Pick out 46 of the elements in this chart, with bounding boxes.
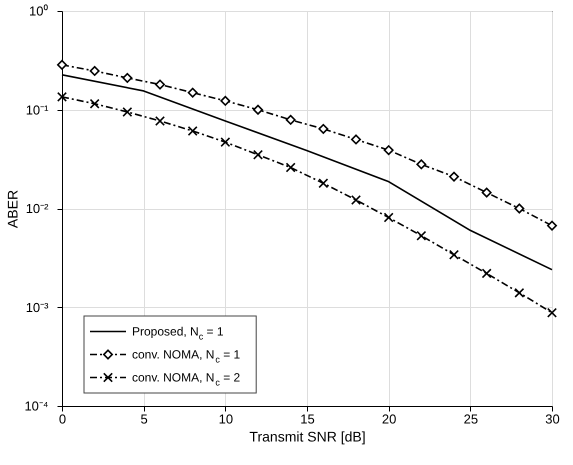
point	[57, 60, 67, 70]
point	[416, 230, 426, 241]
x-tick-label: 0	[58, 412, 66, 426]
x-axis-title: Transmit SNR [dB]	[249, 428, 366, 444]
point	[318, 178, 328, 188]
point	[416, 159, 426, 170]
x-tick-label: 30	[545, 412, 560, 426]
point	[155, 116, 165, 126]
point	[318, 124, 328, 134]
point	[188, 126, 198, 136]
y-tick-label: 10⁻⁴	[24, 398, 48, 414]
x-tick-label: 15	[300, 412, 315, 426]
y-axis-title: ABER	[4, 190, 20, 228]
point	[90, 66, 100, 76]
point	[122, 106, 132, 117]
y-tick-label: 10⁻³	[26, 300, 50, 315]
point	[286, 162, 296, 173]
point	[220, 137, 230, 148]
point	[188, 88, 198, 98]
point	[220, 96, 230, 106]
point	[514, 288, 524, 298]
point	[482, 188, 492, 198]
point	[122, 72, 132, 83]
point	[90, 98, 100, 109]
point	[384, 212, 394, 223]
point	[155, 80, 165, 90]
y-tick-label: 10⁰	[29, 4, 48, 18]
x-tick-label: 20	[382, 412, 396, 426]
point	[286, 114, 296, 125]
point	[351, 194, 361, 205]
x-tick-label: 10	[218, 412, 234, 426]
x-tick-label: 25	[464, 412, 478, 426]
point	[253, 104, 263, 115]
point	[57, 92, 67, 102]
point	[514, 204, 524, 214]
point	[351, 134, 361, 144]
point	[547, 220, 557, 231]
point	[482, 268, 492, 278]
x-tick-label: 5	[140, 412, 148, 426]
point	[449, 250, 459, 260]
point	[384, 145, 394, 156]
point	[449, 172, 459, 182]
point	[547, 308, 557, 318]
point	[253, 150, 263, 160]
y-tick-label: 10⁻¹	[26, 102, 50, 118]
y-tick-label: 10⁻²	[26, 201, 50, 216]
